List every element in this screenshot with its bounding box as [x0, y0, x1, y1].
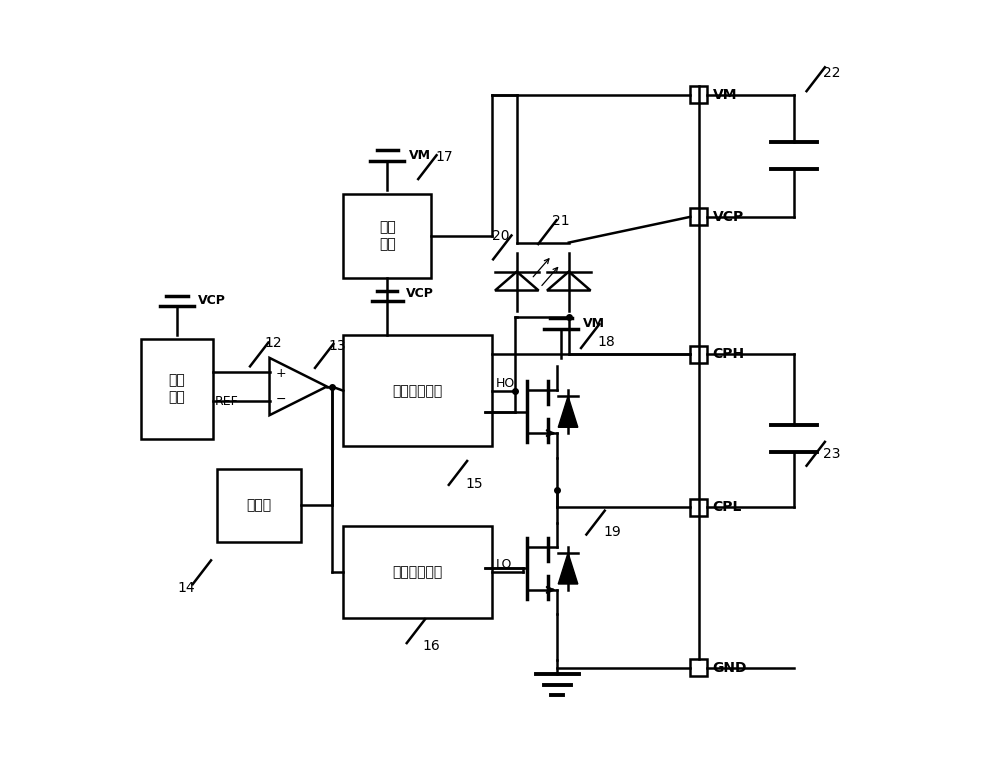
Text: −: −: [276, 393, 286, 406]
Text: 采样
模块: 采样 模块: [169, 373, 185, 404]
Text: GND: GND: [713, 661, 747, 675]
Bar: [343, 335, 492, 446]
Bar: [690, 346, 707, 363]
Bar: [217, 469, 301, 542]
Text: 23: 23: [823, 447, 841, 460]
Text: 21: 21: [552, 213, 570, 228]
Polygon shape: [558, 397, 578, 427]
Text: 19: 19: [603, 525, 621, 539]
Text: 振荡器: 振荡器: [247, 498, 272, 512]
Bar: [690, 86, 707, 103]
Bar: [690, 209, 707, 226]
Text: 低压偏置模块: 低压偏置模块: [393, 565, 443, 579]
Polygon shape: [558, 553, 578, 584]
Text: 16: 16: [422, 639, 440, 654]
Bar: [690, 499, 707, 516]
Text: HO: HO: [496, 377, 515, 390]
Text: VM: VM: [409, 149, 431, 162]
Bar: [343, 194, 431, 278]
Text: VM: VM: [583, 317, 605, 330]
Text: VCP: VCP: [406, 286, 434, 300]
Text: 18: 18: [598, 335, 616, 349]
Text: +: +: [276, 367, 286, 380]
Text: 12: 12: [265, 336, 282, 350]
Text: VCP: VCP: [713, 209, 744, 224]
Bar: [343, 527, 492, 618]
Text: CPH: CPH: [713, 347, 745, 361]
Bar: [690, 659, 707, 676]
Text: 17: 17: [435, 150, 453, 164]
Text: 15: 15: [466, 477, 483, 491]
Text: VCP: VCP: [198, 294, 226, 307]
Text: 高压偏置模块: 高压偏置模块: [393, 383, 443, 398]
Text: 14: 14: [177, 581, 195, 594]
Text: VM: VM: [713, 88, 737, 102]
Text: 22: 22: [823, 66, 841, 80]
Text: LO: LO: [496, 558, 513, 571]
Bar: [141, 339, 213, 438]
Text: CPL: CPL: [713, 500, 742, 514]
Text: 20: 20: [492, 229, 510, 243]
Text: 高压
电源: 高压 电源: [379, 220, 396, 252]
Text: 13: 13: [329, 339, 346, 353]
Text: REF: REF: [215, 394, 239, 407]
